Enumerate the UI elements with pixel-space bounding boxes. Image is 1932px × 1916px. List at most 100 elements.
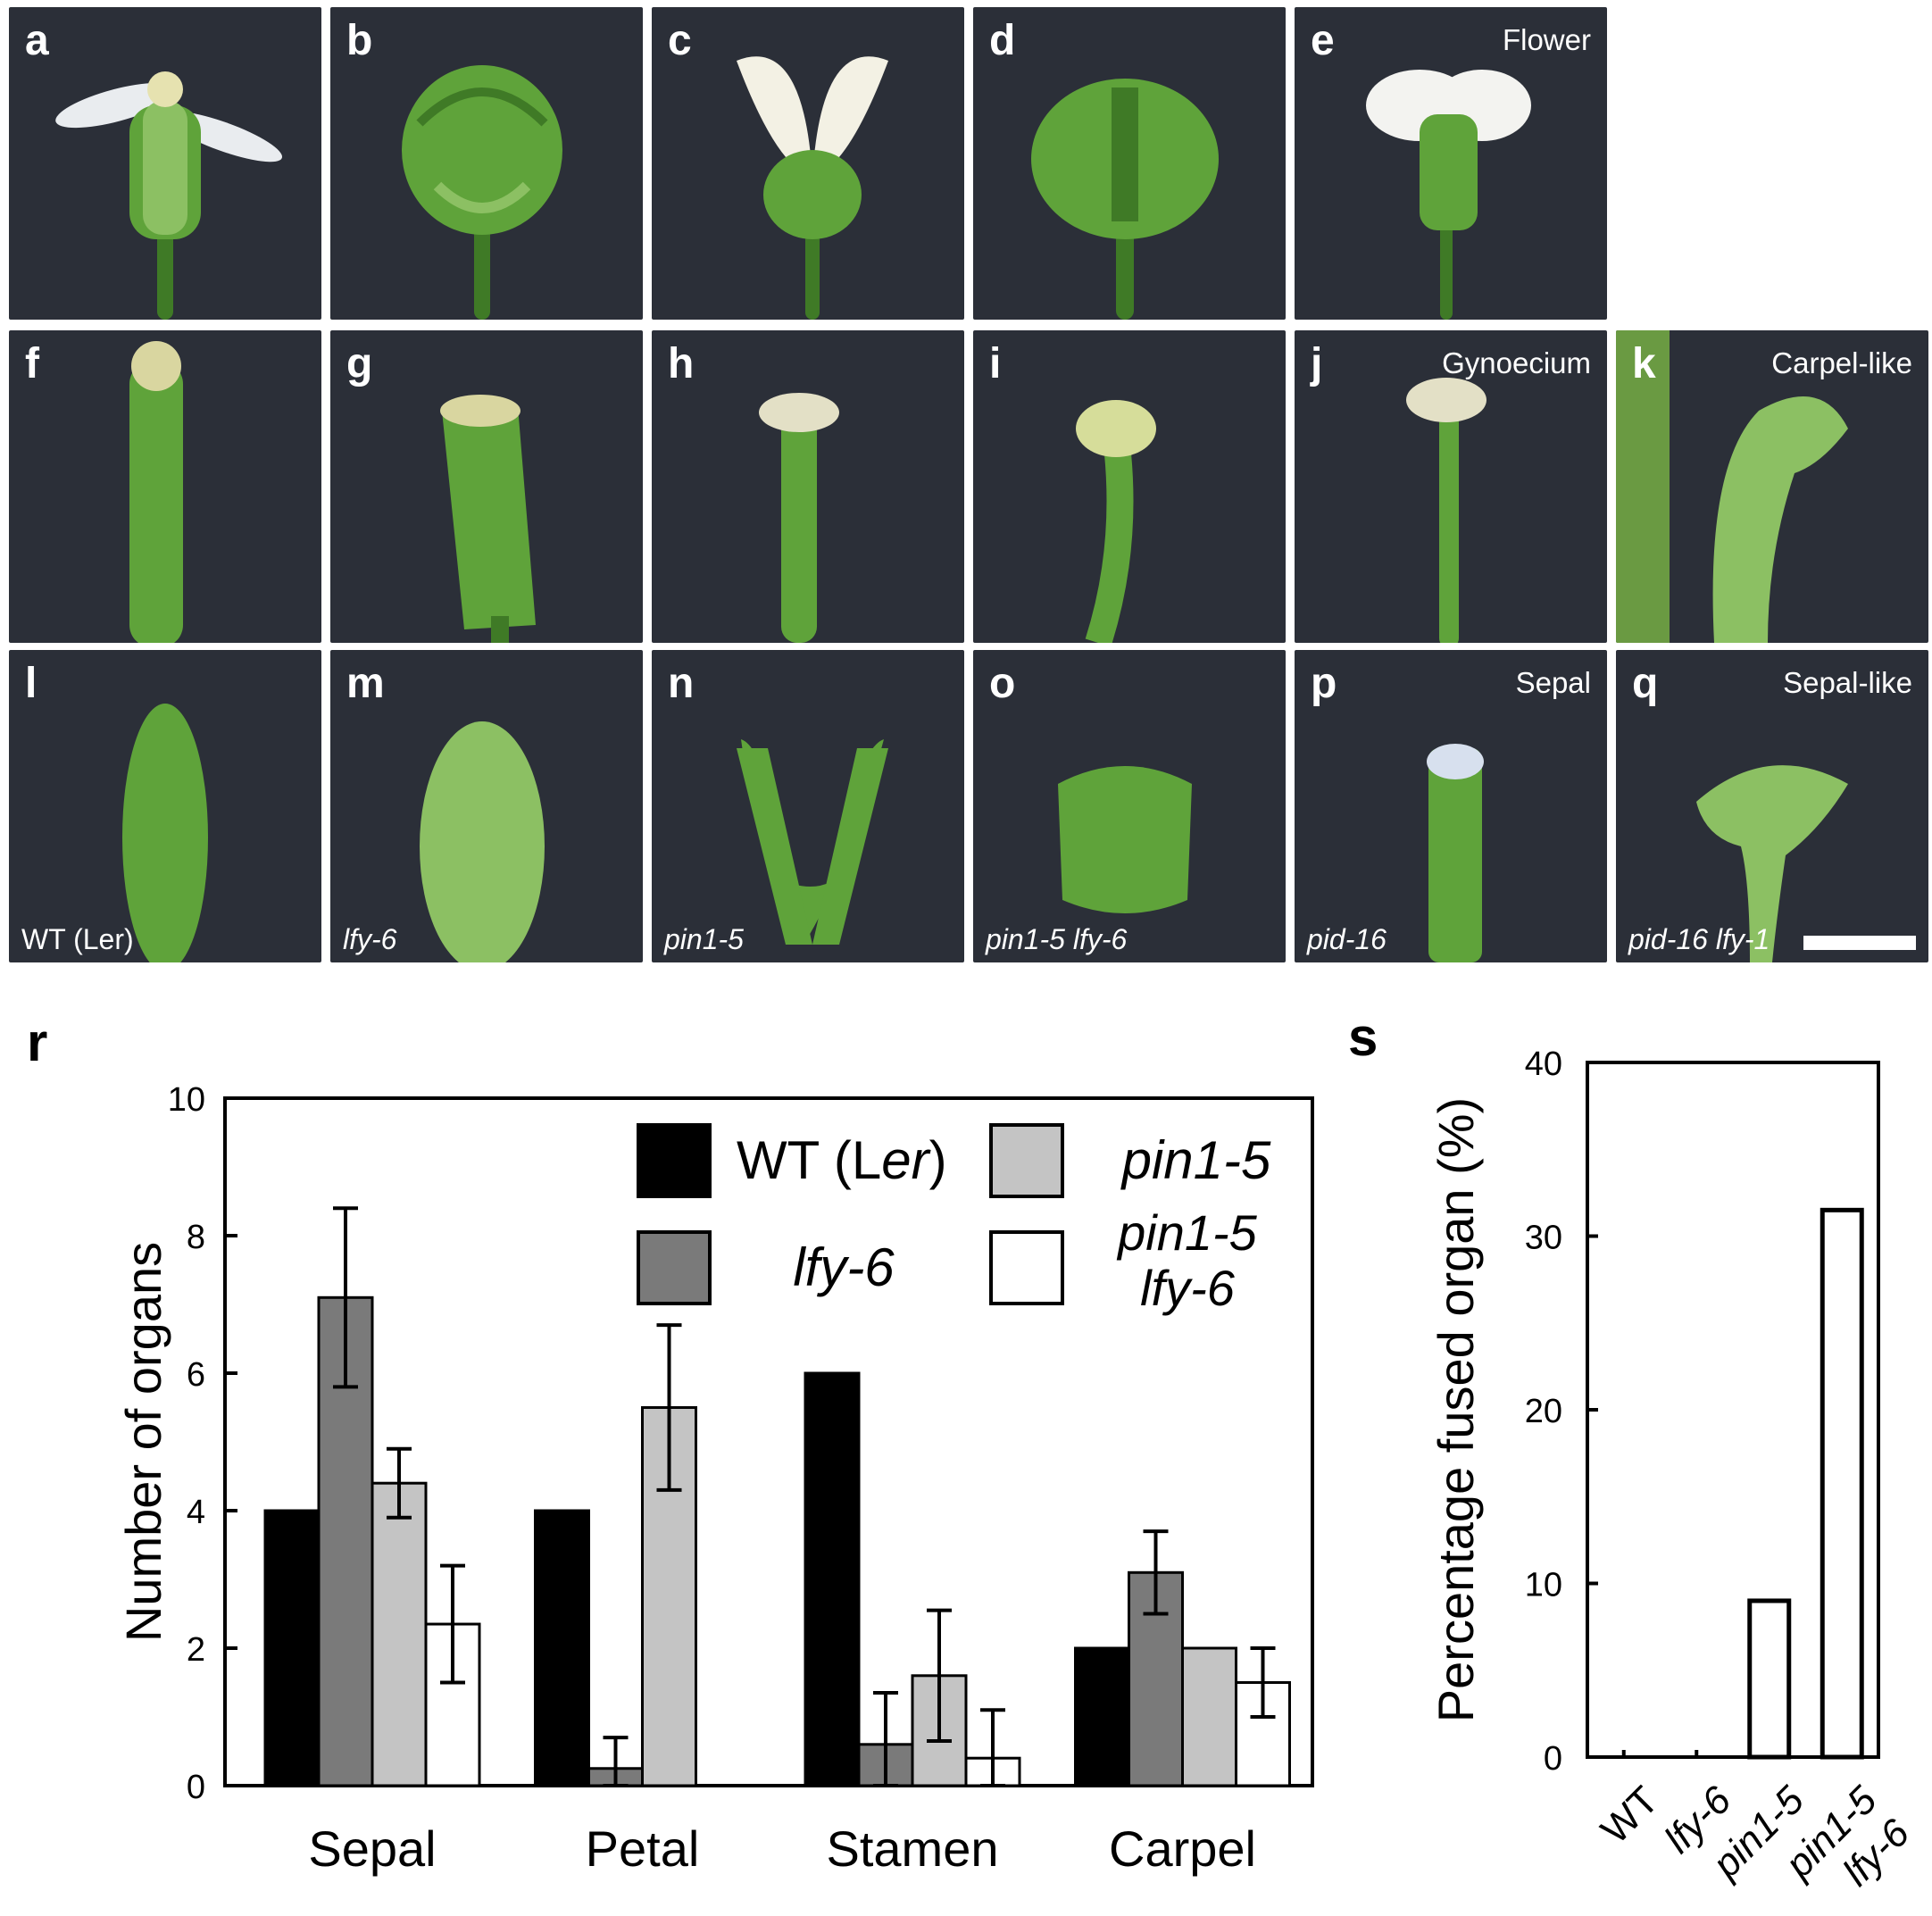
photo-letter: g xyxy=(346,340,373,387)
photo-letter: j xyxy=(1311,340,1323,387)
y-tick-label: 10 xyxy=(168,1081,205,1119)
photo-organ-tag: Gynoecium xyxy=(1442,346,1591,379)
bar xyxy=(1747,1598,1792,1760)
photo-letter: q xyxy=(1632,660,1659,707)
legend-label: lfy-6 xyxy=(1140,1260,1236,1316)
photo-panel-b: b xyxy=(330,7,643,320)
specimen-image xyxy=(55,71,283,320)
panel-letter-r: r xyxy=(27,1012,48,1072)
y-tick-label: 20 xyxy=(1525,1393,1562,1430)
photo-letter: l xyxy=(25,660,37,707)
specimen-image xyxy=(1406,378,1486,643)
photo-panel-k: k Carpel-like xyxy=(1616,330,1928,643)
photo-panel-l: l WT (Ler) xyxy=(9,650,321,962)
legend-label: WT (Ler) xyxy=(737,1130,947,1190)
bar xyxy=(534,1509,590,1787)
photo-letter: c xyxy=(668,17,692,64)
photo-organ-tag: Carpel-like xyxy=(1771,346,1912,379)
plot-frame xyxy=(223,1096,1314,1787)
photo-panel-q: q Sepal-like pid-16 lfy-1 xyxy=(1616,650,1928,962)
specimen-image xyxy=(759,393,839,643)
specimen-image xyxy=(1031,79,1219,320)
photo-letter: k xyxy=(1632,340,1656,387)
specimen-image xyxy=(122,704,208,962)
specimen-image xyxy=(1696,765,1848,962)
bar xyxy=(1820,1207,1864,1760)
photo-panel-i: i xyxy=(973,330,1286,643)
specimen-image xyxy=(402,65,562,320)
x-tick-label-group: WT xyxy=(1593,1779,1667,1853)
photo-organ-tag: Sepal xyxy=(1515,666,1591,699)
y-tick-label: 2 xyxy=(187,1631,205,1669)
legend-swatch xyxy=(989,1230,1064,1305)
bar xyxy=(1074,1646,1130,1787)
photo-genotype-label: pid-16 lfy-1 xyxy=(1628,923,1770,955)
photo-letter: i xyxy=(989,340,1002,387)
photo-letter: n xyxy=(668,660,695,707)
photo-letter: m xyxy=(346,660,385,707)
photo-letter: b xyxy=(346,17,373,64)
specimen-image xyxy=(1076,400,1156,643)
legend-swatch xyxy=(637,1230,712,1305)
photo-genotype-label: WT (Ler) xyxy=(21,923,134,955)
photo-panel-m: m lfy-6 xyxy=(330,650,643,962)
specimen-image xyxy=(420,721,545,962)
photo-panel-g: g xyxy=(330,330,643,643)
photo-panel-f: f xyxy=(9,330,321,643)
scale-bar xyxy=(1803,936,1916,950)
legend-label: pin1-5 xyxy=(1116,1204,1258,1261)
legend-label: lfy-6 xyxy=(793,1237,895,1297)
bar xyxy=(263,1509,321,1787)
x-tick-label: Carpel xyxy=(1109,1820,1256,1877)
bar xyxy=(804,1371,861,1787)
x-tick-label: Stamen xyxy=(827,1820,999,1877)
y-tick-label: 8 xyxy=(187,1219,205,1256)
photo-panel-e: e Flower xyxy=(1295,7,1607,320)
x-tick-label: Sepal xyxy=(308,1820,436,1877)
legend-swatch xyxy=(989,1123,1064,1198)
specimen-image xyxy=(1427,744,1484,962)
specimen-image xyxy=(440,395,536,643)
photo-letter: p xyxy=(1311,660,1337,707)
photo-genotype-label: pin1-5 lfy-6 xyxy=(986,923,1128,955)
legend-label: pin1-5 xyxy=(1120,1130,1271,1190)
photo-letter: o xyxy=(989,660,1016,707)
photo-letter: f xyxy=(25,340,39,387)
photo-letter: d xyxy=(989,17,1016,64)
y-tick-label: 4 xyxy=(187,1494,205,1531)
specimen-image xyxy=(1616,330,1848,643)
x-tick-label: Petal xyxy=(586,1820,700,1877)
bar xyxy=(371,1481,428,1787)
y-axis-label: Percentage fused organ (%) xyxy=(1428,1097,1484,1722)
y-tick-label: 40 xyxy=(1525,1045,1562,1083)
y-tick-label: 10 xyxy=(1525,1567,1562,1604)
specimen-image xyxy=(1058,766,1192,913)
photo-letter: a xyxy=(25,17,49,64)
photo-genotype-label: lfy-6 xyxy=(343,923,397,955)
specimen-image xyxy=(737,739,888,945)
photo-panel-a: a xyxy=(9,7,321,320)
chart-organ-number: 0 2 4 6 8 10 Number of organs Sepal Petal Stamen C… xyxy=(115,1081,1314,1877)
photo-panel-p: p Sepal pid-16 xyxy=(1295,650,1607,962)
photo-panel-n: n pin1-5 xyxy=(652,650,964,962)
specimen-image xyxy=(129,341,183,643)
photo-genotype-label: pid-16 xyxy=(1307,923,1387,955)
photo-letter: e xyxy=(1311,17,1335,64)
photo-panel-j: j Gynoecium xyxy=(1295,330,1607,643)
photo-panel-c: c xyxy=(652,7,964,320)
photo-organ-tag: Flower xyxy=(1502,23,1591,56)
y-tick-label: 0 xyxy=(1544,1740,1562,1778)
photo-panel-d: d xyxy=(973,7,1286,320)
photo-panel-o: o pin1-5 lfy-6 xyxy=(973,650,1286,962)
photo-genotype-label: pin1-5 xyxy=(664,923,744,955)
legend-swatch xyxy=(637,1123,712,1198)
photo-letter: h xyxy=(668,340,695,387)
panel-letter-s: s xyxy=(1348,1007,1378,1067)
y-tick-label: 6 xyxy=(187,1356,205,1394)
photo-panel-h: h xyxy=(652,330,964,643)
y-tick-label: 0 xyxy=(187,1769,205,1806)
y-tick-label: 30 xyxy=(1525,1220,1562,1257)
specimen-image xyxy=(737,56,888,320)
photo-organ-tag: Sepal-like xyxy=(1783,666,1912,699)
